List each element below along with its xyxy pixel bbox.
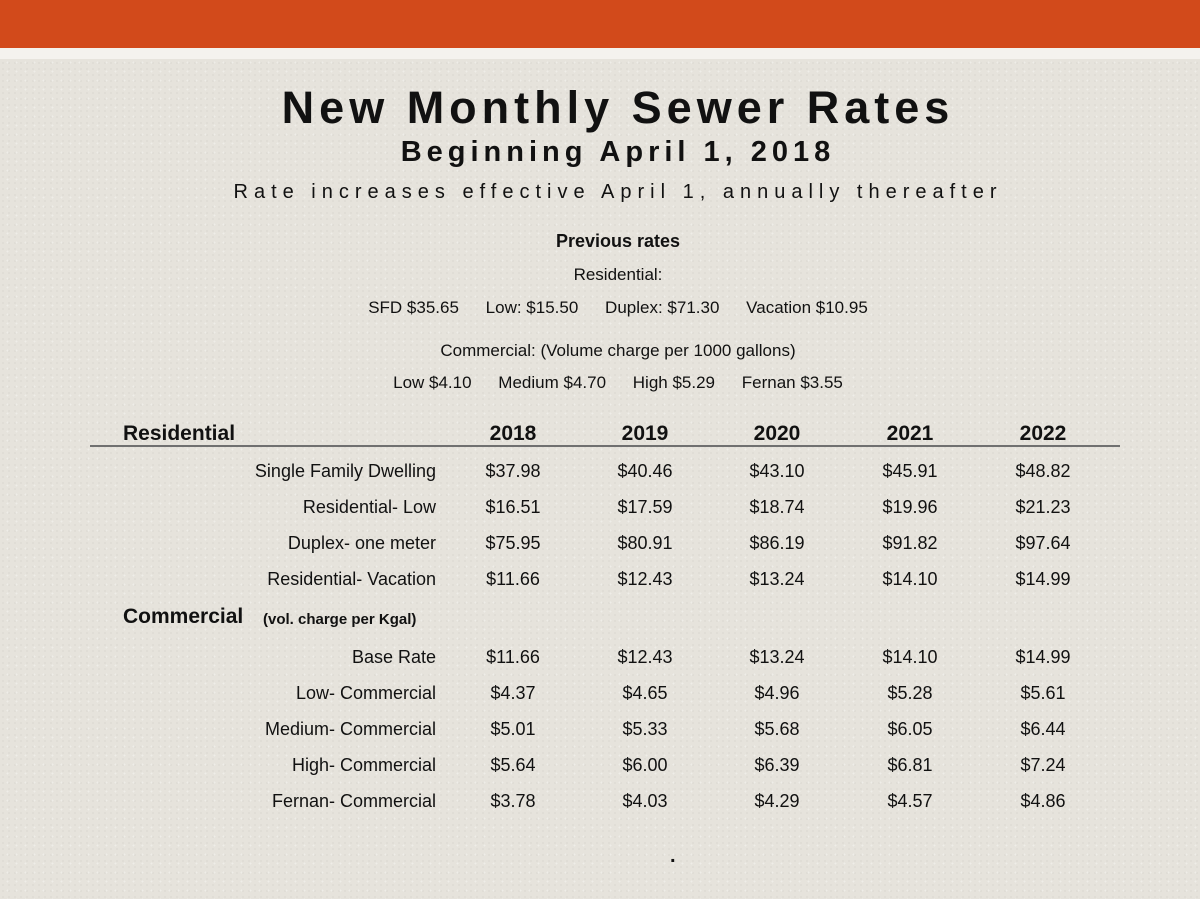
commercial-row-label: High- Commercial (291, 755, 436, 775)
previous-residential-duplex: Duplex: $71.30 (605, 298, 720, 317)
residential-rate-cell: $21.23 (1015, 497, 1071, 517)
residential-row-label: Residential- Vacation (267, 569, 436, 589)
year-header-2018: 2018 (489, 422, 537, 445)
residential-rate-cell: $19.96 (882, 497, 938, 517)
top-accent-bar (0, 0, 1200, 48)
residential-rate-cell: $43.10 (749, 461, 805, 481)
year-header-2021: 2021 (886, 422, 934, 445)
residential-rate-cell: $14.99 (1015, 569, 1071, 589)
commercial-row-label: Fernan- Commercial (271, 791, 436, 811)
previous-residential-low: Low: $15.50 (485, 298, 579, 317)
commercial-rate-cell: $6.44 (1020, 719, 1066, 739)
commercial-note: (vol. charge per Kgal) (263, 611, 417, 628)
commercial-rate-cell: $11.66 (486, 647, 540, 667)
tagline: Rate increases effective April 1, annual… (233, 181, 1003, 203)
residential-heading: Residential (123, 422, 236, 445)
previous-commercial-values: Low $4.10 Medium $4.70 High $5.29 Fernan… (0, 372, 1200, 394)
commercial-rate-cell: $6.00 (622, 755, 668, 775)
residential-rate-cell: $75.95 (485, 533, 541, 553)
previous-commercial-label: Commercial: (Volume charge per 1000 gall… (440, 341, 796, 360)
commercial-rate-cell: $6.81 (887, 755, 933, 775)
commercial-heading: Commercial (123, 605, 244, 628)
commercial-rate-cell: $5.64 (490, 755, 536, 775)
year-header-2022: 2022 (1019, 422, 1067, 445)
previous-commercial-fernan: Fernan $3.55 (741, 373, 843, 392)
commercial-rate-cell: $4.37 (490, 683, 536, 703)
commercial-rate-cell: $14.10 (882, 647, 938, 667)
commercial-rate-cell: $4.65 (622, 683, 668, 703)
commercial-row-label: Low- Commercial (295, 683, 436, 703)
commercial-rate-cell: $3.78 (490, 791, 536, 811)
commercial-rate-cell: $5.33 (622, 719, 668, 739)
residential-rate-cell: $45.91 (882, 461, 938, 481)
year-header-2019: 2019 (621, 422, 669, 445)
previous-commercial-low: Low $4.10 (393, 373, 472, 392)
commercial-rate-cell: $6.39 (754, 755, 800, 775)
page-subtitle: Beginning April 1, 2018 (400, 136, 836, 168)
commercial-rate-cell: $4.03 (622, 791, 668, 811)
commercial-rate-cell: $4.86 (1020, 791, 1066, 811)
commercial-rate-cell: $5.28 (887, 683, 933, 703)
residential-row-label: Duplex- one meter (287, 533, 436, 553)
previous-rates-heading: Previous rates (555, 231, 681, 251)
commercial-rate-cell: $5.61 (1020, 683, 1066, 703)
residential-row-label: Single Family Dwelling (254, 461, 436, 481)
commercial-rate-cell: $4.96 (754, 683, 800, 703)
table-header-divider (90, 445, 1120, 447)
top-accent-gap (0, 48, 1200, 59)
previous-residential-values: SFD $35.65 Low: $15.50 Duplex: $71.30 Va… (0, 297, 1200, 319)
commercial-row-label: Base Rate (351, 647, 436, 667)
residential-rate-cell: $11.66 (486, 569, 540, 589)
commercial-rate-cell: $7.24 (1020, 755, 1066, 775)
residential-rate-cell: $14.10 (882, 569, 938, 589)
previous-commercial-high: High $5.29 (632, 373, 715, 392)
commercial-rate-cell: $4.57 (887, 791, 933, 811)
commercial-row-label: Medium- Commercial (264, 719, 436, 739)
residential-rate-cell: $16.51 (485, 497, 541, 517)
previous-residential-sfd: SFD $35.65 (368, 298, 459, 317)
residential-rate-cell: $18.74 (749, 497, 805, 517)
commercial-rate-cell: $6.05 (887, 719, 933, 739)
previous-residential-vacation: Vacation $10.95 (746, 298, 868, 317)
residential-rate-cell: $17.59 (617, 497, 673, 517)
previous-residential-label: Residential: (573, 265, 663, 284)
residential-rate-cell: $80.91 (617, 533, 673, 553)
residential-rate-cell: $97.64 (1015, 533, 1071, 553)
residential-rate-cell: $40.46 (617, 461, 673, 481)
page-title: New Monthly Sewer Rates (281, 82, 955, 133)
residential-rate-cell: $48.82 (1015, 461, 1071, 481)
residential-rate-cell: $37.98 (485, 461, 541, 481)
commercial-rate-cell: $12.43 (617, 647, 673, 667)
commercial-rate-cell: $13.24 (749, 647, 805, 667)
residential-rate-cell: $12.43 (617, 569, 673, 589)
residential-row-label: Residential- Low (302, 497, 436, 517)
residential-rate-cell: $86.19 (749, 533, 805, 553)
commercial-rate-cell: $5.68 (754, 719, 800, 739)
residential-rate-cell: $91.82 (882, 533, 938, 553)
footer-mark: . (670, 845, 676, 867)
commercial-rate-cell: $14.99 (1015, 647, 1071, 667)
commercial-rate-cell: $5.01 (490, 719, 536, 739)
year-header-2020: 2020 (753, 422, 801, 445)
commercial-rate-cell: $4.29 (754, 791, 800, 811)
residential-rate-cell: $13.24 (749, 569, 805, 589)
previous-commercial-medium: Medium $4.70 (498, 373, 607, 392)
